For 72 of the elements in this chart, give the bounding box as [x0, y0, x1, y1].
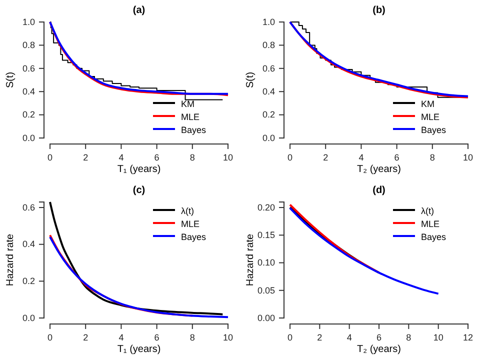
y-tick-label: 0.4 — [22, 239, 35, 250]
x-axis-title: T₂ (years) — [357, 164, 401, 175]
legend-label: λ(t) — [421, 206, 434, 216]
x-tick-label: 8 — [406, 332, 412, 342]
y-tick-label: 0.00 — [257, 312, 275, 323]
line-series — [49, 236, 229, 318]
y-tick-label: 0.4 — [22, 86, 35, 96]
y-tick-label: 0.10 — [257, 258, 275, 268]
y-tick-label: 0.8 — [262, 40, 275, 50]
y-tick-label: 0.6 — [22, 202, 35, 212]
legend-label: Bayes — [421, 232, 447, 242]
legend-label: MLE — [181, 112, 200, 122]
y-tick-label: 0.2 — [262, 110, 275, 120]
legend-label: MLE — [421, 219, 440, 229]
x-tick-label: 6 — [154, 332, 160, 342]
x-tick-label: 4 — [118, 152, 124, 162]
y-tick-label: 0.0 — [22, 312, 35, 323]
x-tick-label: 2 — [323, 152, 328, 162]
x-tick-label: 8 — [190, 152, 195, 162]
y-tick-label: 0.05 — [257, 285, 275, 296]
legend-label: Bayes — [421, 125, 447, 135]
legend-label: KM — [181, 99, 194, 109]
x-tick-label: 10 — [433, 332, 444, 342]
y-tick-label: 0.6 — [262, 63, 275, 74]
x-tick-label: 4 — [118, 332, 124, 342]
x-tick-label: 2 — [317, 332, 322, 342]
x-tick-label: 6 — [394, 152, 400, 162]
chart-title: (d) — [372, 185, 386, 196]
y-tick-label: 0.6 — [22, 63, 35, 74]
y-tick-label: 0.8 — [22, 40, 35, 50]
x-axis-title: T₁ (years) — [117, 164, 161, 175]
y-tick-label: 0.15 — [257, 230, 275, 240]
x-tick-label: 0 — [47, 332, 53, 342]
y-axis-title: S(t) — [5, 72, 16, 88]
y-tick-label: 0.4 — [262, 86, 275, 96]
x-tick-label: 6 — [154, 152, 160, 162]
y-axis-title: Hazard rate — [5, 233, 16, 286]
y-tick-label: 0.0 — [22, 132, 35, 143]
chart-title: (a) — [132, 5, 146, 16]
line-series — [49, 201, 224, 316]
x-tick-label: 10 — [222, 332, 234, 342]
x-tick-label: 12 — [462, 332, 474, 342]
legend-label: MLE — [181, 219, 200, 229]
x-tick-label: 8 — [190, 332, 195, 342]
legend-label: MLE — [421, 112, 440, 122]
x-tick-label: 4 — [346, 332, 352, 342]
legend-label: Bayes — [181, 232, 207, 242]
x-tick-label: 2 — [83, 332, 88, 342]
y-axis-title: Hazard rate — [245, 233, 256, 286]
x-axis-title: T₂ (years) — [357, 344, 401, 355]
x-tick-label: 4 — [358, 152, 364, 162]
chart-title: (b) — [372, 5, 386, 16]
x-axis-title: T₁ (years) — [117, 344, 161, 355]
x-tick-label: 0 — [287, 152, 293, 162]
y-tick-label: 0.2 — [22, 276, 35, 286]
x-tick-label: 6 — [376, 332, 382, 342]
y-tick-label: 1.0 — [262, 16, 275, 27]
y-axis-title: S(t) — [245, 72, 256, 88]
x-tick-label: 10 — [462, 152, 474, 162]
y-tick-label: 0.20 — [257, 202, 275, 212]
x-tick-label: 0 — [47, 152, 53, 162]
x-tick-label: 8 — [430, 152, 435, 162]
chart-title: (c) — [132, 185, 146, 196]
y-tick-label: 0.2 — [22, 110, 35, 120]
legend-label: Bayes — [181, 125, 207, 135]
y-tick-label: 1.0 — [22, 16, 35, 27]
y-tick-label: 0.0 — [262, 132, 275, 143]
legend-label: KM — [421, 99, 434, 109]
x-tick-label: 0 — [287, 332, 293, 342]
x-tick-label: 10 — [222, 152, 234, 162]
x-tick-label: 2 — [83, 152, 88, 162]
legend-label: λ(t) — [181, 206, 194, 216]
